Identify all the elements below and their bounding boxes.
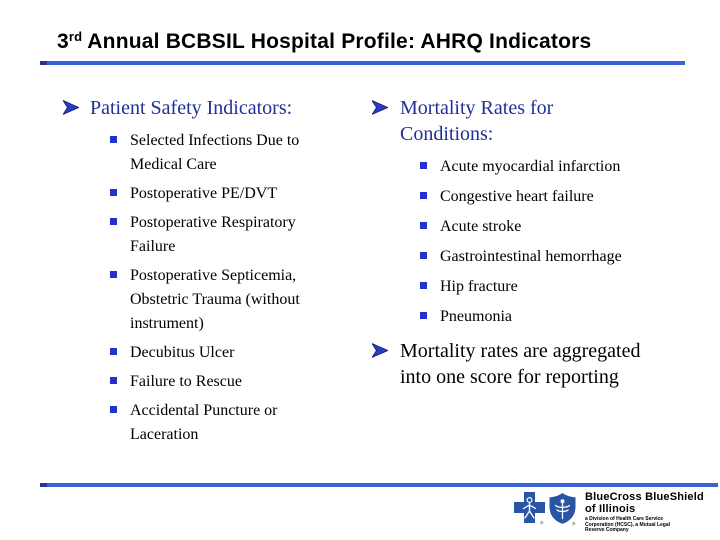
logo-name-line1: BlueCross BlueShield (585, 491, 704, 503)
square-bullet-icon (110, 189, 117, 196)
list-item: Hip fracture (420, 275, 707, 299)
fine-print-line: Reserve Company (585, 527, 629, 534)
arrow-bullet-icon (61, 95, 90, 120)
square-bullet-icon (110, 271, 117, 278)
mortality-conditions-list: Acute myocardial infarction Congestive h… (420, 155, 707, 329)
list-item: Accidental Puncture or Laceration (110, 399, 368, 447)
square-bullet-icon (110, 218, 117, 225)
list-item: Acute stroke (420, 215, 707, 239)
title-number: 3 (57, 30, 69, 53)
square-bullet-icon (420, 282, 427, 289)
square-bullet-icon (420, 222, 427, 229)
title-underline (40, 61, 685, 65)
list-item: Pneumonia (420, 305, 707, 329)
arrow-bullet-icon (370, 338, 400, 363)
logo-name-line2: of Illinois (585, 502, 636, 515)
square-bullet-icon (110, 348, 117, 355)
footer-divider (40, 483, 718, 487)
blue-cross-icon: ® (514, 492, 545, 530)
patient-safety-list: Selected Infections Due to Medical Care … (110, 129, 368, 447)
right-column: Mortality Rates for Conditions: Acute my… (370, 95, 707, 390)
page-title: 3rd Annual BCBSIL Hospital Profile: AHRQ … (57, 29, 591, 54)
list-item: Postoperative Septicemia, Obstetric Trau… (110, 264, 368, 336)
title-ordinal-superscript: rd (68, 29, 83, 44)
left-column: Patient Safety Indicators: Selected Infe… (61, 95, 368, 452)
list-item: Postoperative PE/DVT (110, 182, 368, 206)
fine-print-line: a Division of Health Care Service (585, 516, 664, 522)
svg-text:®: ® (572, 521, 576, 527)
title-text: Annual BCBSIL Hospital Profile: AHRQ Ind… (87, 30, 592, 53)
square-bullet-icon (110, 136, 117, 143)
aggregation-note-text: Mortality rates are aggregated into one … (400, 340, 641, 388)
aggregation-note: Mortality rates are aggregated into one … (370, 338, 707, 390)
fine-print-line: Corporation (HCSC), a Mutual Legal (585, 521, 670, 528)
square-bullet-icon (420, 312, 427, 319)
list-item: Gastrointestinal hemorrhage (420, 245, 707, 269)
patient-safety-heading: Patient Safety Indicators: (61, 95, 368, 121)
right-header-label: Mortality Rates for Conditions: (400, 97, 554, 145)
footer-divider-cap (40, 483, 47, 487)
square-bullet-icon (420, 252, 427, 259)
bcbs-logo: ® ® BlueCross BlueShield of Illinois a D… (514, 491, 704, 534)
logo-fine-print: a Division of Health Care Service Corpor… (585, 516, 704, 534)
mortality-rates-heading: Mortality Rates for Conditions: (370, 95, 707, 147)
list-item: Acute myocardial infarction (420, 155, 707, 179)
svg-text:®: ® (540, 520, 544, 526)
list-item: Congestive heart failure (420, 185, 707, 209)
arrow-bullet-icon (370, 95, 400, 120)
square-bullet-icon (420, 162, 427, 169)
list-item: Postoperative Respiratory Failure (110, 211, 368, 259)
blue-shield-icon: ® (549, 493, 577, 531)
list-item: Decubitus Ulcer (110, 341, 368, 365)
square-bullet-icon (110, 406, 117, 413)
square-bullet-icon (420, 192, 427, 199)
list-item: Failure to Rescue (110, 370, 368, 394)
left-header-label: Patient Safety Indicators: (90, 97, 293, 119)
square-bullet-icon (110, 377, 117, 384)
logo-text-block: BlueCross BlueShield of Illinois a Divis… (585, 491, 704, 534)
list-item: Selected Infections Due to Medical Care (110, 129, 368, 177)
title-underline-cap (40, 61, 47, 65)
